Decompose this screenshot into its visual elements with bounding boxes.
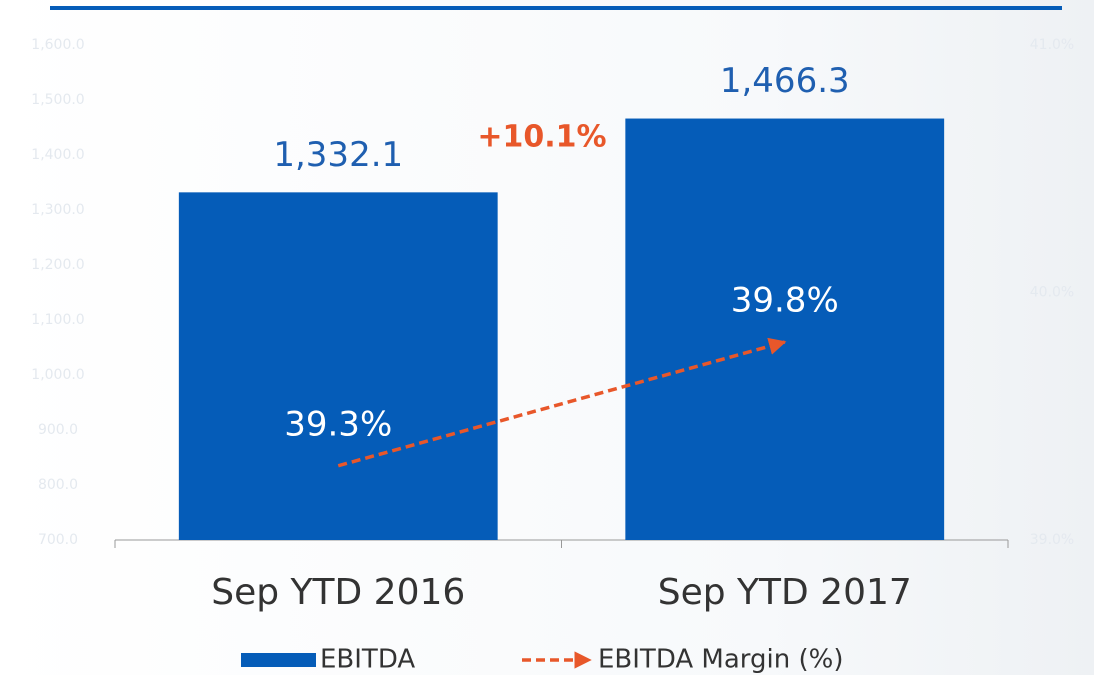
legend-swatch [241, 653, 316, 667]
y-tick-label: 900.0 [38, 422, 78, 438]
x-tick-label: Sep YTD 2017 [658, 572, 912, 613]
y-tick-label: 1,500.0 [31, 92, 84, 108]
legend-label: EBITDA [320, 645, 415, 675]
y-tick-label: 700.0 [38, 532, 78, 548]
y2-tick-label: 39.0% [1030, 532, 1074, 548]
y-tick-label: 1,400.0 [31, 147, 84, 163]
x-tick-label: Sep YTD 2016 [211, 572, 465, 613]
bar [625, 118, 945, 540]
margin-value-label: 39.3% [284, 404, 392, 444]
y-tick-label: 1,100.0 [31, 312, 84, 328]
growth-annotation: +10.1% [477, 120, 606, 155]
legend-label: EBITDA Margin (%) [598, 645, 844, 675]
y-tick-label: 1,200.0 [31, 257, 84, 273]
bar-value-label: 1,466.3 [720, 61, 850, 101]
y2-tick-label: 40.0% [1030, 285, 1074, 301]
y-tick-label: 1,000.0 [31, 367, 84, 383]
y-tick-label: 1,600.0 [31, 37, 84, 53]
y-tick-label: 800.0 [38, 477, 78, 493]
margin-line [337, 337, 787, 468]
y-tick-label: 1,300.0 [31, 202, 84, 218]
margin-value-label: 39.8% [731, 281, 839, 321]
bar [178, 192, 498, 540]
bar-value-label: 1,332.1 [273, 135, 403, 175]
y2-tick-label: 41.0% [1030, 37, 1074, 53]
